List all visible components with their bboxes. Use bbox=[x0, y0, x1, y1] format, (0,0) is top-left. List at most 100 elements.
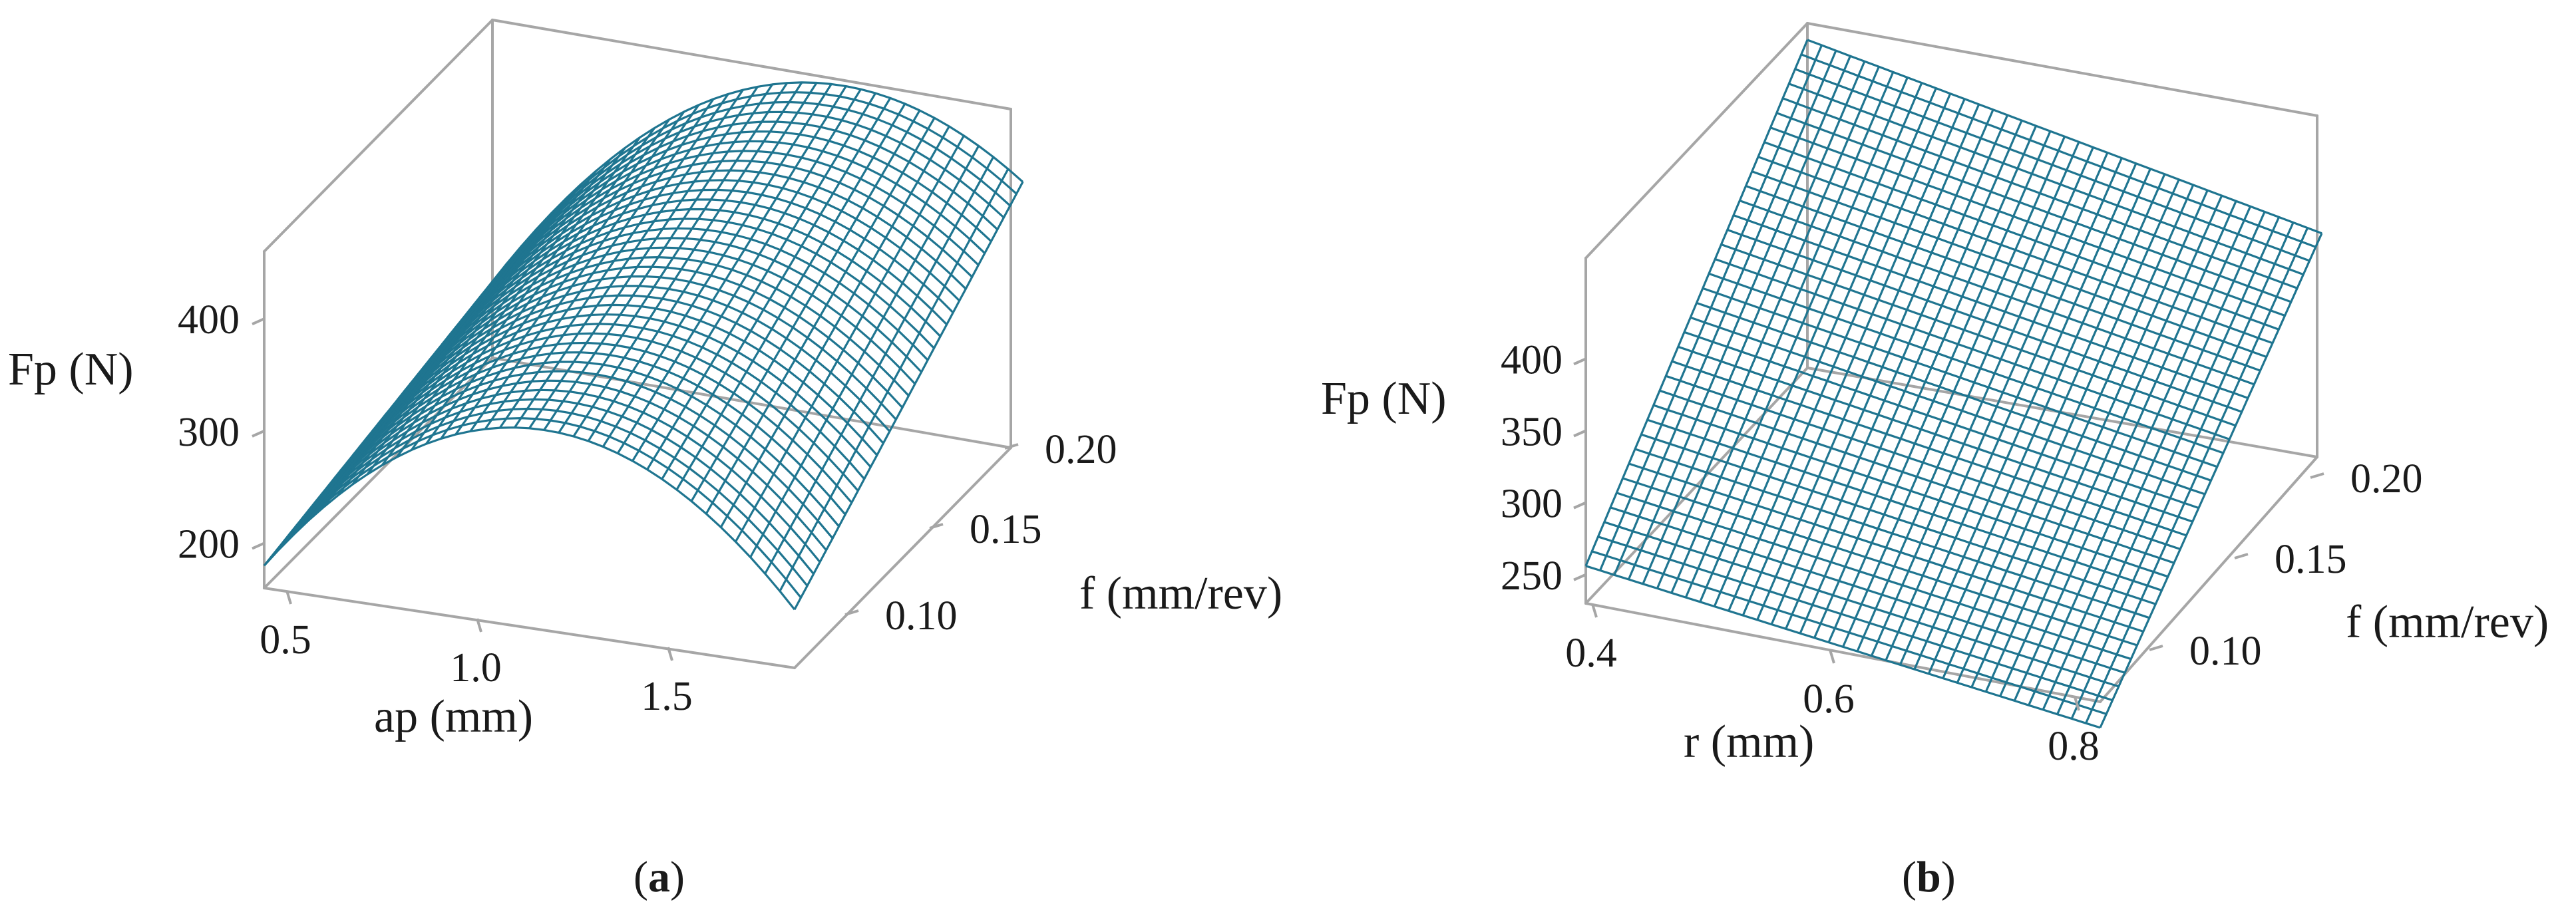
chart-a-mesh-line bbox=[455, 111, 685, 436]
chart-a-mesh-line bbox=[322, 212, 552, 508]
chart-b-mesh-line bbox=[1728, 93, 1952, 611]
chart-b-z-tick-label: 350 bbox=[1501, 410, 1563, 455]
chart-b-mesh-line bbox=[1856, 141, 2080, 652]
chart-b-x-tick bbox=[1829, 649, 1835, 664]
chart-b-z-tick-label: 250 bbox=[1501, 553, 1563, 599]
chart-b-y-tick-label: 0.20 bbox=[2350, 456, 2423, 502]
chart-a-mesh-line bbox=[484, 98, 715, 430]
chart-b-y-tick bbox=[2234, 553, 2249, 559]
chart-b-x-tick-label: 0.4 bbox=[1565, 631, 1617, 676]
chart-a-mesh-line bbox=[293, 245, 523, 535]
chart-b-surface bbox=[1584, 39, 2323, 729]
chart-a-x-tick bbox=[285, 590, 292, 605]
chart-a-mesh-line bbox=[587, 82, 818, 442]
chart-a-mesh-line bbox=[425, 127, 655, 445]
chart-a-xlabel: ap (mm) bbox=[374, 691, 533, 742]
chart-a-mesh-line bbox=[307, 228, 538, 522]
chart-a-box-edge bbox=[491, 19, 1012, 110]
chart-b-z-tick bbox=[1573, 357, 1586, 366]
chart-a-mesh-line bbox=[735, 135, 965, 543]
chart-a-box-edge bbox=[263, 357, 494, 589]
chart-a-mesh-line bbox=[396, 147, 626, 458]
chart-b-mesh-line bbox=[1827, 130, 2052, 643]
chart-a-mesh-line bbox=[263, 426, 796, 611]
chart-b-mesh-line bbox=[1670, 71, 1895, 593]
chart-b-mesh-line bbox=[1956, 179, 2180, 684]
chart-b-y-tick bbox=[2149, 645, 2163, 651]
chart-a-mesh-line bbox=[366, 170, 597, 476]
chart-b-mesh-line bbox=[1799, 120, 2023, 634]
chart-b-ylabel: f (mm/rev) bbox=[2346, 597, 2549, 648]
chart-b-panel-label: (b) bbox=[1902, 853, 1956, 901]
chart-b-zlabel: Fp (N) bbox=[1321, 373, 1447, 424]
chart-b-mesh-line bbox=[2056, 216, 2281, 715]
chart-a-y-tick-label: 0.15 bbox=[970, 507, 1042, 552]
chart-a-mesh-line bbox=[705, 117, 936, 515]
chart-a-mesh-line bbox=[351, 184, 582, 486]
chart-b-xlabel: r (mm) bbox=[1684, 716, 1814, 768]
chart-a-x-tick bbox=[476, 618, 482, 633]
chart-b-mesh-line bbox=[1642, 61, 1866, 585]
chart-a-y-tick bbox=[929, 523, 944, 530]
chart-b-mesh-line bbox=[1756, 104, 1980, 621]
chart-b-y-tick bbox=[2310, 472, 2324, 479]
chart-a-mesh-line bbox=[381, 158, 612, 466]
chart-b-mesh-line bbox=[1870, 146, 2094, 657]
chart-b-mesh-line bbox=[1627, 55, 1851, 580]
chart-a-mesh-line bbox=[616, 85, 847, 454]
chart-a-box-edge bbox=[263, 19, 494, 253]
chart-b-mesh-line bbox=[1770, 109, 1994, 625]
chart-a-mesh-line bbox=[779, 168, 1010, 592]
chart-a-mesh-line bbox=[572, 82, 803, 437]
chart-b-x-tick-label: 0.8 bbox=[2048, 724, 2100, 769]
chart-a-mesh-line bbox=[602, 83, 832, 448]
chart-a-mesh-line bbox=[282, 398, 815, 575]
chart-b-mesh-line bbox=[2099, 233, 2323, 728]
chart-b-box-edge bbox=[1806, 22, 2318, 117]
chart-b-box-edge bbox=[2099, 456, 2318, 703]
chart-a-surface bbox=[263, 81, 1024, 611]
chart-a-x-tick bbox=[667, 647, 673, 661]
chart-b-mesh-line bbox=[1656, 66, 1880, 589]
chart-b-panel-letter: b bbox=[1917, 853, 1941, 901]
chart-b-y-tick-label: 0.10 bbox=[2189, 629, 2262, 674]
chart-b-ticks: 250 300 350 400 0.4 0.6 0.8 0.10 0.150.20 bbox=[1501, 337, 2423, 769]
chart-a-z-tick bbox=[252, 430, 265, 438]
chart-b-mesh-line bbox=[1984, 190, 2209, 692]
chart-b-mesh-line bbox=[1885, 152, 2109, 661]
chart-a-x-tick-label: 1.5 bbox=[641, 674, 693, 719]
chart-b-mesh-line bbox=[1584, 39, 1809, 567]
chart-a-z-tick bbox=[252, 541, 265, 550]
chart-a-y-tick bbox=[844, 609, 859, 616]
chart-b-mesh-line bbox=[1942, 174, 2166, 679]
chart-a-mesh-line bbox=[528, 86, 759, 429]
chart-b-mesh-line bbox=[2070, 222, 2295, 720]
chart-b-mesh-line bbox=[2028, 206, 2252, 706]
chart-a-mesh-line bbox=[719, 126, 950, 528]
chart-a-z-tick bbox=[252, 317, 265, 326]
chart-b-mesh-line bbox=[1927, 168, 2151, 675]
chart-b-mesh-line bbox=[1913, 163, 2137, 670]
chart-a: 200 300 400 0.5 1.0 1.5 0.10 0.150.20 Fp (N) ap… bbox=[8, 19, 1282, 901]
chart-a-zlabel: Fp (N) bbox=[8, 344, 134, 395]
chart-a-mesh-line bbox=[411, 136, 641, 451]
chart-b-x-tick-label: 0.6 bbox=[1803, 677, 1855, 722]
chart-b-mesh-line bbox=[2085, 227, 2308, 724]
chart-b-mesh-line bbox=[1699, 82, 1923, 603]
chart-b-box-edge bbox=[1584, 22, 1809, 259]
chart-b-mesh-line bbox=[2013, 200, 2237, 702]
chart-a-box-edge bbox=[263, 587, 796, 669]
chart-a-mesh-line bbox=[498, 93, 729, 429]
chart-b-mesh-line bbox=[1684, 76, 1909, 598]
chart-a-y-tick bbox=[1004, 443, 1019, 450]
chart-a-mesh-line bbox=[749, 145, 980, 558]
chart-a-mesh-line bbox=[675, 103, 906, 490]
chart-b-x-tick bbox=[2074, 696, 2080, 711]
chart-a-mesh-line bbox=[469, 104, 700, 432]
chart-a-mesh-line bbox=[558, 82, 789, 434]
chart-b-z-tick bbox=[1573, 573, 1586, 581]
chart-a-y-tick-label: 0.20 bbox=[1045, 427, 1117, 472]
chart-a-z-tick-label: 300 bbox=[178, 410, 240, 455]
chart-a-panel-letter: a bbox=[648, 853, 670, 901]
chart-a-mesh-line bbox=[514, 89, 744, 428]
